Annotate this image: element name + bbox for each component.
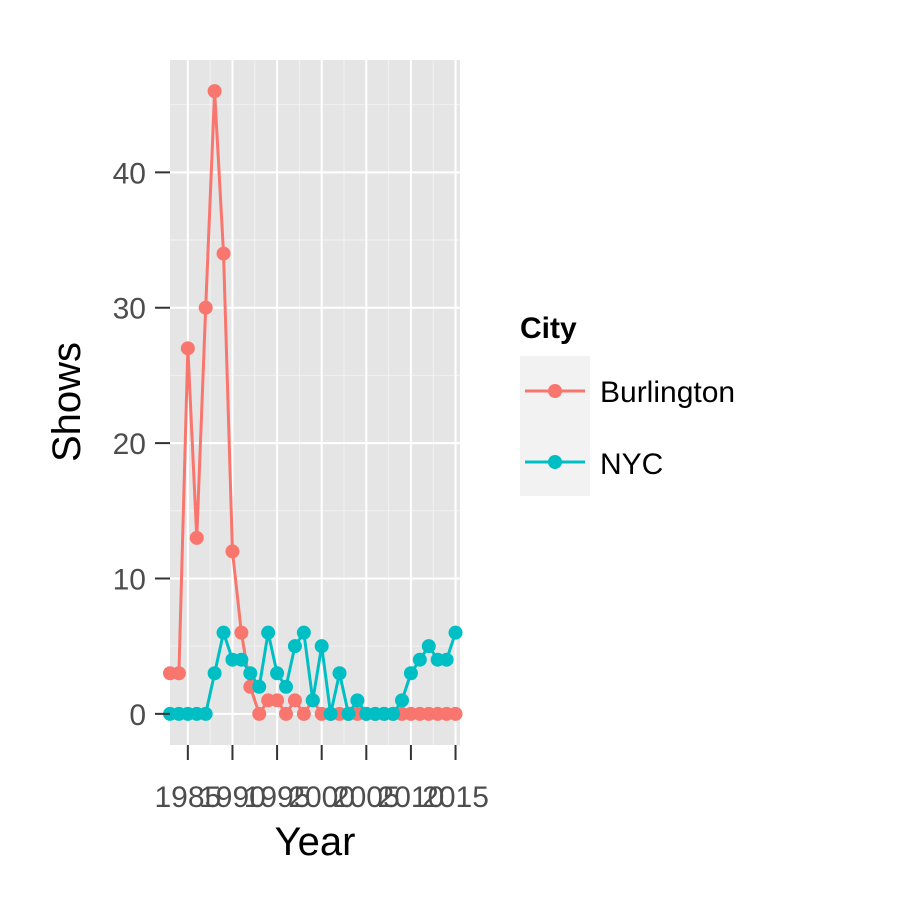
data-point-burlington bbox=[180, 341, 195, 356]
data-point-nyc bbox=[234, 652, 249, 667]
data-point-burlington bbox=[225, 544, 240, 559]
data-point-burlington bbox=[252, 706, 267, 721]
data-point-burlington bbox=[448, 706, 463, 721]
data-point-nyc bbox=[261, 625, 276, 640]
y-tick-label: 10 bbox=[113, 563, 146, 596]
legend-title: City bbox=[520, 312, 577, 345]
data-point-nyc bbox=[412, 652, 427, 667]
data-point-nyc bbox=[216, 625, 231, 640]
x-tick-label: 2000 bbox=[288, 781, 355, 814]
data-point-nyc bbox=[439, 652, 454, 667]
data-point-burlington bbox=[216, 246, 231, 261]
legend-item-nyc: NYC bbox=[520, 426, 663, 496]
x-tick-label: 1990 bbox=[199, 781, 266, 814]
data-point-nyc bbox=[296, 625, 311, 640]
x-tick-label: 1995 bbox=[244, 781, 311, 814]
data-point-burlington bbox=[234, 625, 249, 640]
data-point-nyc bbox=[198, 706, 213, 721]
legend-item-burlington: Burlington bbox=[520, 356, 735, 426]
data-point-nyc bbox=[403, 666, 418, 681]
y-tick-label: 0 bbox=[129, 699, 146, 732]
data-point-burlington bbox=[189, 530, 204, 545]
legend: City Burlington NYC bbox=[520, 312, 735, 496]
data-point-nyc bbox=[332, 666, 347, 681]
legend-point-burlington bbox=[548, 384, 562, 398]
data-point-burlington bbox=[287, 693, 302, 708]
legend-label-burlington: Burlington bbox=[600, 376, 735, 409]
y-axis-title: Shows bbox=[45, 342, 89, 462]
data-point-nyc bbox=[341, 706, 356, 721]
data-point-nyc bbox=[243, 666, 258, 681]
x-tick-label: 2005 bbox=[333, 781, 400, 814]
data-point-nyc bbox=[314, 639, 329, 654]
legend-point-nyc bbox=[548, 455, 562, 469]
data-point-nyc bbox=[386, 706, 401, 721]
y-tick-label: 40 bbox=[113, 157, 146, 190]
data-point-nyc bbox=[207, 666, 222, 681]
x-tick-label: 2015 bbox=[422, 781, 489, 814]
data-point-burlington bbox=[270, 693, 285, 708]
legend-label-nyc: NYC bbox=[600, 448, 663, 481]
x-tick-label: 2010 bbox=[378, 781, 445, 814]
grid-lines bbox=[170, 60, 460, 745]
y-tick-label: 20 bbox=[113, 428, 146, 461]
data-point-nyc bbox=[270, 666, 285, 681]
data-point-nyc bbox=[305, 693, 320, 708]
x-axis-title: Year bbox=[275, 820, 356, 864]
data-point-nyc bbox=[287, 639, 302, 654]
data-point-burlington bbox=[207, 84, 222, 99]
data-point-nyc bbox=[323, 706, 338, 721]
data-point-burlington bbox=[198, 300, 213, 315]
data-point-nyc bbox=[421, 639, 436, 654]
plot-panel bbox=[170, 60, 460, 745]
x-tick-label: 1985 bbox=[154, 781, 221, 814]
data-point-nyc bbox=[350, 693, 365, 708]
series-nyc bbox=[163, 625, 463, 721]
data-point-burlington bbox=[279, 706, 293, 721]
series-layer bbox=[163, 84, 463, 721]
data-point-nyc bbox=[395, 693, 409, 708]
data-point-nyc bbox=[279, 679, 293, 694]
data-point-nyc bbox=[252, 679, 267, 694]
data-point-nyc bbox=[448, 625, 463, 640]
data-point-burlington bbox=[171, 666, 186, 681]
data-point-burlington bbox=[296, 706, 311, 721]
y-tick-label: 30 bbox=[113, 293, 146, 326]
